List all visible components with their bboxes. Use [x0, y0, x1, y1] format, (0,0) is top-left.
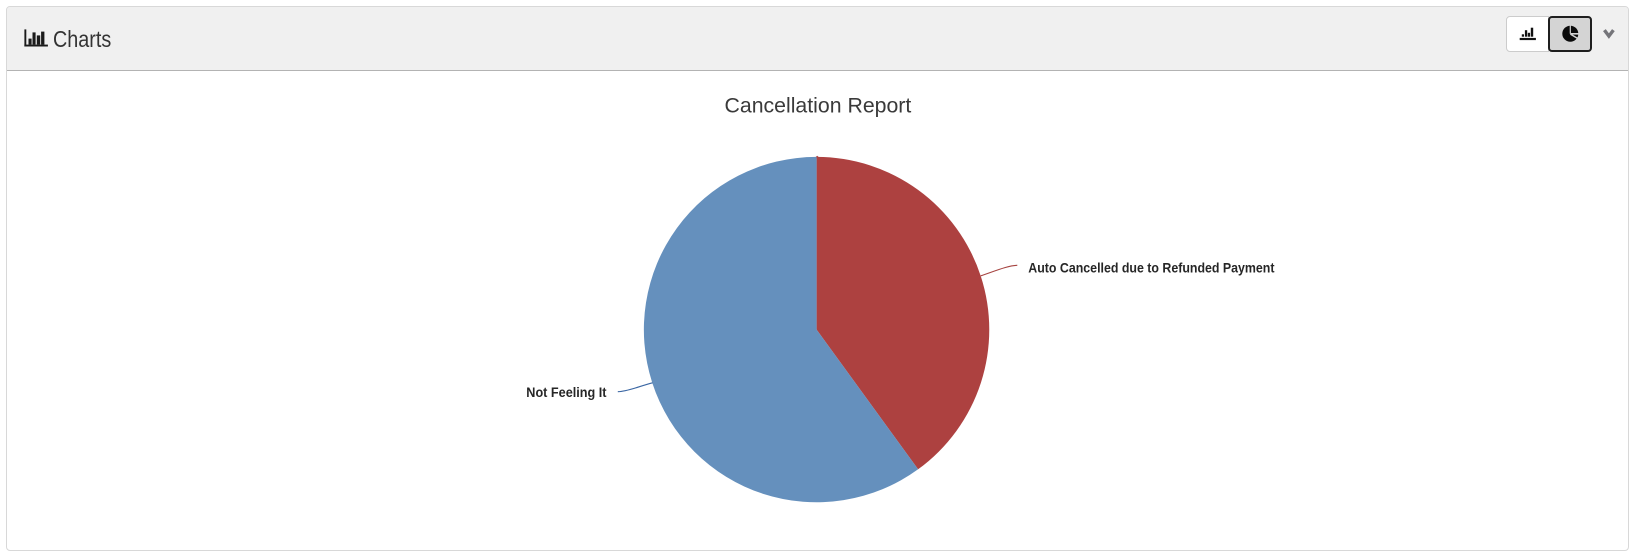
svg-text:Not Feeling It: Not Feeling It [526, 384, 606, 400]
svg-text:Auto Cancelled due to Refunded: Auto Cancelled due to Refunded Payment [1028, 259, 1274, 275]
svg-text:Cancellation Report: Cancellation Report [725, 94, 912, 117]
